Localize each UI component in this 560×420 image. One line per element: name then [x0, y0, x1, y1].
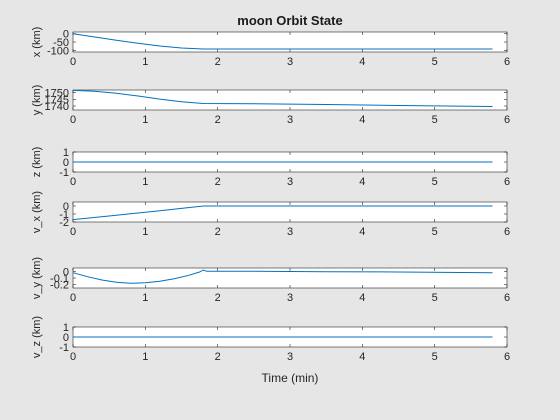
- x-tick-label: 1: [142, 292, 148, 304]
- x-tick-label: 5: [432, 176, 438, 188]
- y-tick-label: -50: [53, 37, 69, 49]
- series-line: [72, 205, 493, 221]
- x-tick-label: 2: [215, 226, 221, 238]
- subplot-6: 0 1 2 3 4 5 610-1v_z (km): [31, 316, 510, 363]
- x-tick-label: 2: [215, 56, 221, 68]
- y-tick-label: -2: [59, 217, 69, 229]
- x-tick-label: 5: [432, 292, 438, 304]
- x-tick-label: 5: [432, 114, 438, 126]
- y-tick-label: -1: [59, 209, 69, 221]
- x-tick-label: 1: [142, 176, 148, 188]
- x-tick-label: 3: [287, 351, 293, 363]
- x-tick-label: 4: [359, 351, 365, 363]
- x-tick-label: 6: [504, 114, 510, 126]
- x-tick-label: 3: [287, 226, 293, 238]
- x-tick-label: 1: [142, 351, 148, 363]
- y-axis-label: v_y (km): [31, 257, 43, 299]
- x-tick-label: 4: [359, 176, 365, 188]
- y-tick-label: -1: [59, 342, 69, 354]
- x-tick-label: 2: [215, 292, 221, 304]
- y-tick-label: 1: [63, 147, 69, 159]
- x-axis-label: Time (min): [262, 371, 319, 385]
- subplot-5: 0 1 2 3 4 5 6 0-0.1-0.2 v_y (km): [31, 257, 510, 304]
- series-line: [72, 89, 493, 107]
- x-tick-label: 0: [70, 56, 76, 68]
- y-tick-label: -0.2: [50, 280, 69, 292]
- y-tick-label: 0: [63, 266, 69, 278]
- y-axis-label: y (km): [31, 85, 43, 116]
- x-tick-label: 0: [70, 351, 76, 363]
- y-tick-label: -1: [59, 167, 69, 179]
- x-tick-label: 3: [287, 176, 293, 188]
- x-tick-label: 3: [287, 114, 293, 126]
- chart-title: moon Orbit State: [237, 13, 342, 28]
- subplot-3: 0 1 2 3 4 5 610-1z (km): [31, 147, 510, 188]
- x-tick-label: 2: [215, 351, 221, 363]
- x-tick-label: 6: [504, 56, 510, 68]
- x-tick-label: 4: [359, 226, 365, 238]
- series-line: [72, 33, 493, 50]
- x-tick-label: 6: [504, 292, 510, 304]
- y-axis-label: v_z (km): [31, 316, 43, 358]
- x-tick-label: 5: [432, 226, 438, 238]
- subplot-4: 0 1 2 3 4 5 6 0-1-2 v_x (km): [31, 191, 510, 238]
- x-tick-label: 1: [142, 226, 148, 238]
- y-tick-label: 0: [63, 332, 69, 344]
- x-tick-label: 0: [70, 114, 76, 126]
- y-axis-label: x (km): [31, 27, 43, 58]
- y-tick-label: -100: [47, 45, 69, 57]
- y-tick-label: 1745: [45, 94, 69, 106]
- x-tick-label: 0: [70, 292, 76, 304]
- x-tick-label: 1: [142, 114, 148, 126]
- x-tick-label: 6: [504, 351, 510, 363]
- y-tick-label: 1750: [45, 88, 69, 100]
- subplot-1: 0 1 2 3 4 5 6 0-50-100 x (km): [31, 27, 510, 68]
- x-tick-label: 1: [142, 56, 148, 68]
- x-tick-label: 0: [70, 226, 76, 238]
- x-tick-label: 4: [359, 114, 365, 126]
- x-tick-label: 2: [215, 176, 221, 188]
- x-tick-label: 0: [70, 176, 76, 188]
- x-tick-label: 4: [359, 56, 365, 68]
- y-tick-label: 0: [63, 157, 69, 169]
- x-tick-label: 3: [287, 56, 293, 68]
- x-tick-label: 2: [215, 114, 221, 126]
- y-tick-label: 0: [63, 201, 69, 213]
- y-tick-label: 0: [63, 29, 69, 41]
- x-tick-label: 5: [432, 56, 438, 68]
- y-axis-label: v_x (km): [31, 191, 43, 233]
- x-tick-label: 4: [359, 292, 365, 304]
- y-tick-label: 1: [63, 322, 69, 334]
- y-tick-label: -0.1: [50, 273, 69, 285]
- series-line: [72, 269, 493, 284]
- y-tick-label: 1740: [45, 101, 69, 113]
- x-tick-label: 3: [287, 292, 293, 304]
- x-tick-label: 5: [432, 351, 438, 363]
- x-tick-label: 6: [504, 176, 510, 188]
- y-axis-label: z (km): [31, 147, 43, 178]
- x-tick-label: 6: [504, 226, 510, 238]
